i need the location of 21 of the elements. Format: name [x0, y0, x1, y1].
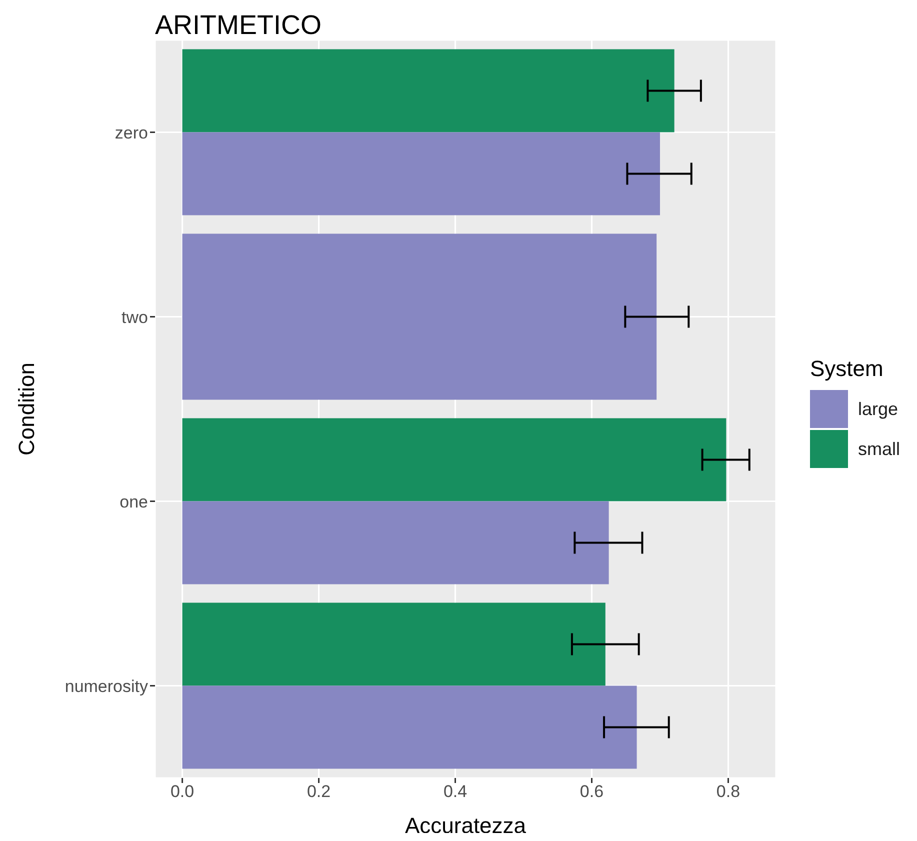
bar — [182, 686, 637, 769]
bar — [182, 501, 609, 584]
x-tick-label: 0.0 — [170, 782, 194, 802]
x-axis-title: Accuratezza — [404, 813, 527, 838]
bar — [182, 49, 674, 132]
y-tick-label: two — [122, 308, 148, 327]
legend-label: large — [858, 398, 898, 420]
x-tick-label: 0.6 — [580, 782, 604, 802]
x-tick-label: 0.2 — [306, 782, 331, 802]
y-tick-label: one — [120, 492, 148, 512]
legend-label: small — [858, 438, 900, 460]
x-tick-label: 0.8 — [716, 782, 740, 802]
bar — [182, 602, 606, 686]
bar — [182, 418, 726, 502]
y-tick-label: zero — [114, 123, 148, 142]
x-tick-label: 0.4 — [443, 782, 468, 802]
y-tick-label: numerosity — [64, 676, 148, 696]
bar — [182, 132, 660, 216]
y-axis-title: Condition — [14, 362, 39, 456]
legend-title: System — [810, 356, 884, 382]
chart-title: ARITMETICO — [155, 10, 322, 41]
